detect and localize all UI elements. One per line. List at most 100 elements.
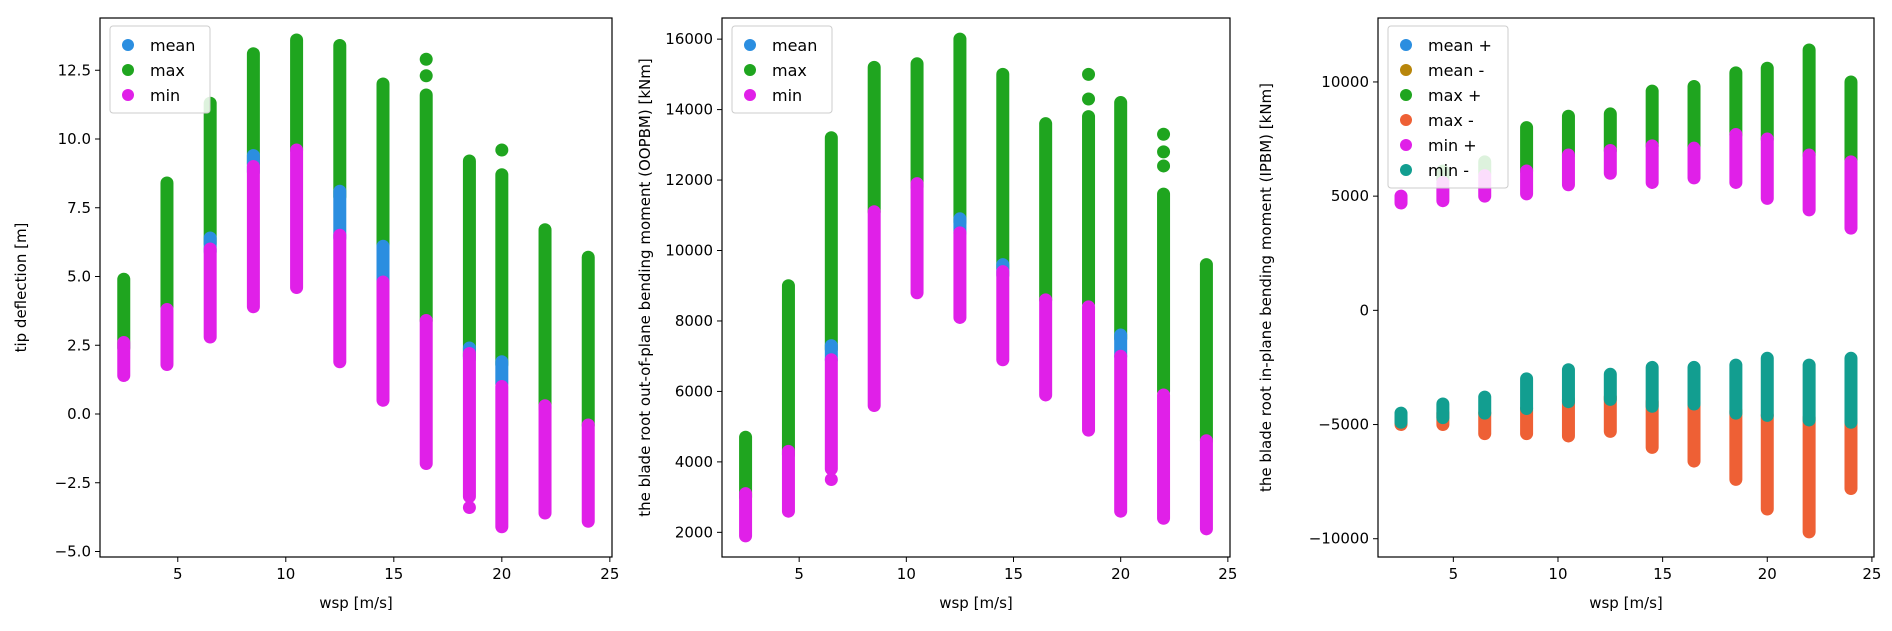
y-tick-label: 8000 [675, 312, 713, 330]
plot-frame [1377, 17, 1875, 558]
point-column-1 [739, 430, 753, 504]
point-column-7 [1645, 360, 1659, 413]
point-column-11 [1802, 148, 1816, 217]
legend-label: min [772, 86, 802, 105]
legend-marker [1400, 114, 1412, 126]
y-axis-label: the blade root in-plane bending moment (… [1257, 83, 1275, 492]
legend-marker [1400, 64, 1412, 76]
point-column-10 [495, 380, 509, 534]
x-tick-label: 25 [1862, 565, 1881, 583]
point-column-7 [376, 77, 390, 256]
y-axis-label: the blade root out-of-plane bending mome… [636, 58, 654, 516]
point-column-12 [1844, 351, 1858, 429]
y-tick-label: 0.0 [67, 405, 91, 423]
point-column-5 [1561, 148, 1575, 192]
outlier-point-1 [462, 501, 476, 514]
x-axis-label: wsp [m/s] [319, 594, 393, 612]
outlier-point-2 [1082, 67, 1096, 81]
point-column-12 [1199, 434, 1213, 536]
point-column-9 [1760, 61, 1774, 146]
legend-marker [744, 89, 756, 101]
point-column-5 [1561, 363, 1575, 409]
legend-box [1387, 25, 1509, 189]
point-column-9 [1729, 127, 1743, 189]
point-column-10 [495, 168, 509, 371]
y-tick-label: 2000 [675, 523, 713, 541]
point-column-2 [1436, 397, 1450, 425]
series-max [117, 33, 595, 432]
point-column-1 [1394, 189, 1408, 210]
x-tick-label: 25 [600, 565, 619, 583]
legend-label: mean [150, 36, 195, 55]
point-column-2 [160, 176, 174, 314]
point-column-4 [867, 60, 881, 219]
legend-marker [1400, 164, 1412, 176]
point-column-10 [1760, 351, 1774, 422]
chart-panel-2: 5 10 15 20 25 2000 4000 6000 8000 10000 12000 14000… [636, 17, 1237, 612]
series-max [1394, 390, 1858, 539]
legend: mean + mean - max + max - min + min - [1387, 25, 1509, 189]
point-column-6 [953, 226, 967, 324]
point-column-7 [996, 67, 1010, 275]
chart-panel-1: 5 10 15 20 25 −5.0 −2.5 0.0 2.5 5.0 7.5 10.0 12.5 wsp… [12, 17, 619, 612]
point-column-10 [1114, 349, 1128, 518]
point-column-9 [1729, 404, 1743, 486]
x-tick-label: 10 [897, 565, 916, 583]
legend-marker [122, 39, 134, 51]
y-tick-label: 16000 [665, 30, 713, 48]
point-column-1 [739, 487, 753, 543]
point-column-9 [1082, 110, 1096, 310]
legend-label: mean [772, 36, 817, 55]
point-column-4 [1520, 164, 1534, 201]
point-column-3 [203, 242, 217, 344]
y-tick-label: 10000 [1321, 73, 1369, 91]
y-tick-label: 12.5 [58, 61, 91, 79]
x-tick-label: 10 [276, 565, 295, 583]
y-tick-label: 5000 [1331, 187, 1369, 205]
legend: mean max min [731, 25, 833, 114]
point-column-8 [419, 88, 433, 327]
outlier-point-1 [419, 69, 433, 83]
point-column-7 [1645, 139, 1659, 189]
point-column-4 [246, 160, 260, 314]
outlier-point-5 [1157, 127, 1171, 141]
y-tick-label: 14000 [665, 101, 713, 119]
chart-panel-3: 5 10 15 20 25 −10000 −5000 0 5000 10000 wsp [m/s] t… [1257, 17, 1881, 612]
point-column-8 [1039, 117, 1053, 307]
point-column-3 [824, 131, 838, 356]
y-axis-label: tip deflection [m] [12, 223, 30, 353]
point-column-9 [462, 154, 476, 363]
x-tick-label: 15 [384, 565, 403, 583]
legend-marker [744, 39, 756, 51]
point-column-6 [1645, 84, 1659, 153]
point-column-9 [1082, 300, 1096, 437]
outlier-point-1 [824, 472, 838, 486]
point-column-11 [1157, 187, 1171, 398]
legend-label: max [150, 61, 185, 80]
point-column-3 [203, 96, 217, 250]
x-axis-label: wsp [m/s] [1589, 594, 1663, 612]
point-column-2 [781, 279, 795, 462]
point-column-11 [1802, 358, 1816, 427]
series-min [739, 177, 1213, 543]
series-min [117, 143, 595, 534]
point-column-6 [1603, 143, 1617, 180]
point-column-8 [1039, 293, 1053, 402]
point-column-7 [996, 265, 1010, 367]
point-column-3 [1478, 390, 1492, 420]
point-column-10 [1802, 43, 1816, 162]
x-tick-label: 20 [1111, 565, 1130, 583]
point-column-11 [538, 399, 552, 520]
point-column-8 [1729, 66, 1743, 141]
x-tick-label: 20 [1758, 565, 1777, 583]
outlier-point-1 [1082, 92, 1096, 106]
point-column-10 [1760, 408, 1774, 516]
point-column-5 [910, 57, 924, 194]
outlier-point-2 [419, 52, 433, 66]
outlier-point-3 [1157, 159, 1171, 173]
point-column-6 [1603, 367, 1617, 406]
y-tick-label: 10000 [665, 242, 713, 260]
legend-label: mean - [1428, 61, 1484, 80]
y-tick-label: −2.5 [55, 474, 91, 492]
